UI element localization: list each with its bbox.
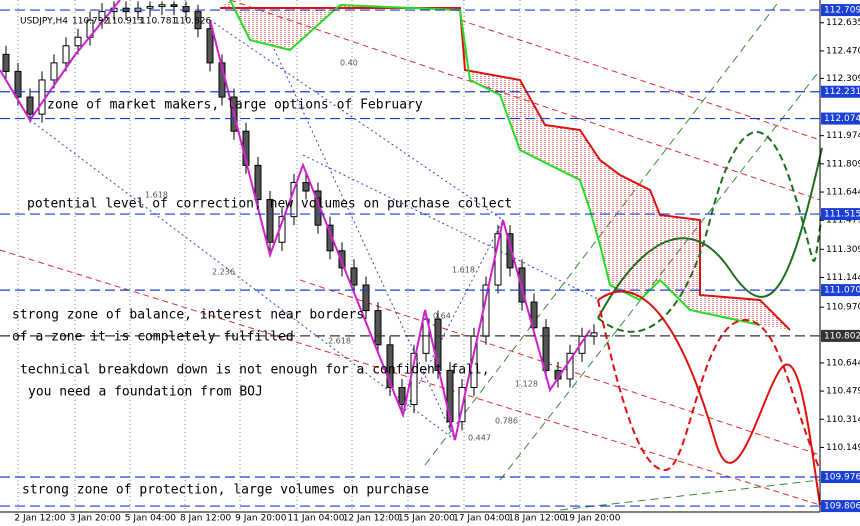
cloud [220, 0, 790, 330]
header-value: 110.781 [140, 17, 177, 27]
annotation: strong zone of protection, large volumes… [22, 483, 429, 498]
candle-body [38, 79, 46, 115]
candle-body [98, 11, 106, 21]
y-tick-label: 110.644 [826, 358, 860, 368]
candle-body [2, 53, 10, 72]
y-tick-label: 110.149 [826, 443, 860, 453]
y-tick-label: 112.309 [826, 74, 860, 84]
day-separators [17, 0, 577, 512]
candle-body [350, 267, 358, 286]
level-box [821, 500, 860, 513]
y-tick-label: 110.970 [826, 303, 860, 313]
header-value: 110.826 [174, 17, 211, 27]
level-box [821, 471, 860, 484]
cloud-red-line [220, 7, 791, 331]
candle-body [362, 284, 370, 312]
level-label: 112.074 [824, 114, 860, 124]
candle-body [170, 4, 178, 7]
level-box [821, 208, 860, 221]
y-tick-label: 110.479 [826, 387, 860, 397]
symbol: USDJPY,H4 [20, 17, 68, 27]
y-tick-label: 111.974 [826, 131, 860, 141]
annotation: technical breakdown down is not enough f… [20, 363, 490, 378]
fib-label: 0.447 [468, 434, 491, 443]
candle-body [206, 28, 214, 64]
y-tick-label: 111.144 [826, 273, 860, 283]
candle-body [530, 301, 538, 329]
fib-label: 0.64 [433, 312, 451, 321]
level-label: 110.802 [824, 331, 860, 341]
candle-body [266, 199, 274, 243]
x-tick-label: 11 Jan 04:00 [288, 514, 345, 524]
x-tick-label: 5 Jan 04:00 [125, 514, 177, 524]
y-tick-label: 112.470 [826, 46, 860, 56]
candle-body [506, 233, 514, 269]
candle-body [26, 96, 34, 115]
level-box [821, 284, 860, 297]
candles [2, 1, 598, 431]
level-box [821, 85, 860, 98]
candle-body [374, 310, 382, 346]
fib-label: 0.40 [340, 59, 358, 68]
x-tick-label: 2 Jan 12:00 [14, 514, 66, 524]
candle-body [62, 45, 70, 64]
y-tick-label: 111.644 [826, 188, 860, 198]
fib-label: 1.618 [452, 266, 475, 275]
fib-label: 0.786 [495, 417, 518, 426]
annotation: you need a foundation from BOJ [28, 385, 263, 400]
candle-body [398, 386, 406, 406]
x-tick-label: 18 Jan 12:00 [508, 514, 565, 524]
candle-body [254, 164, 262, 201]
candle-body [146, 5, 154, 9]
candle-body [302, 181, 310, 192]
level-box [821, 112, 860, 125]
fib-label: 2.236 [212, 268, 235, 277]
header-value: 110.792 [72, 17, 109, 27]
candle-body [338, 250, 346, 269]
x-tick-label: 19 Jan 20:00 [564, 514, 621, 524]
fib-label: 2.618 [328, 337, 351, 346]
level-box [821, 4, 860, 17]
x-tick-label: 3 Jan 20:00 [70, 514, 122, 524]
level-label: 109.806 [824, 502, 860, 512]
forecast [597, 131, 823, 506]
y-tick-label: 112.635 [826, 18, 860, 28]
candle-body [74, 36, 82, 47]
annotation: zone of market makers, large options of … [47, 98, 423, 113]
zigzag [0, 0, 121, 122]
candle-body [14, 70, 22, 98]
header-value: 110.913 [106, 17, 143, 27]
level-label: 111.070 [824, 286, 860, 296]
zigzag [209, 19, 591, 441]
x-tick-label: 8 Jan 12:00 [180, 514, 232, 524]
candle-body [542, 327, 550, 371]
fib-label: 1.618 [145, 191, 168, 200]
x-tick-label: 15 Jan 20:00 [398, 514, 455, 524]
candle-body [194, 11, 202, 30]
annotation: strong zone of balance, interest near bo… [12, 308, 364, 323]
candle-body [158, 4, 166, 7]
y-tick-label: 110.314 [826, 415, 860, 425]
y-tick-label: 111.479 [826, 216, 860, 226]
annotation: potential level of correction, new volum… [27, 197, 512, 212]
level-label: 109.976 [824, 473, 860, 483]
x-tick-label: 17 Jan 04:00 [453, 514, 510, 524]
level-label: 111.515 [824, 210, 860, 220]
annotation: of a zone it is completely fulfilled [12, 330, 294, 345]
level-label: 112.709 [824, 6, 860, 16]
y-tick-label: 111.309 [826, 245, 860, 255]
x-tick-label: 9 Jan 20:00 [235, 514, 287, 524]
fib-label: 1.128 [515, 380, 538, 389]
y-tick-label: 111.809 [826, 159, 860, 169]
candle-body [182, 5, 190, 13]
level-label: 112.231 [824, 87, 860, 97]
candle-body [50, 62, 58, 81]
level-box [821, 329, 860, 342]
candle-body [386, 344, 394, 388]
x-tick-label: 12 Jan 12:00 [343, 514, 400, 524]
